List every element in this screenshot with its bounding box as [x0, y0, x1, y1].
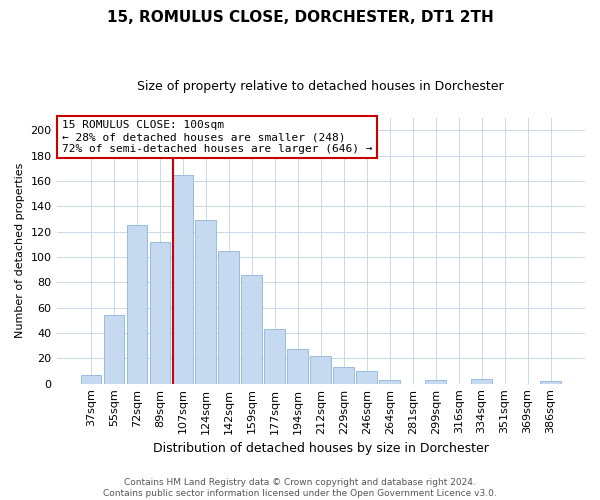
Bar: [80, 375, 101, 384]
Text: 15 ROMULUS CLOSE: 100sqm
← 28% of detached houses are smaller (248)
72% of semi-: 15 ROMULUS CLOSE: 100sqm ← 28% of detach…: [62, 120, 373, 154]
Bar: [241, 275, 262, 384]
Bar: [425, 380, 446, 384]
Text: 15, ROMULUS CLOSE, DORCHESTER, DT1 2TH: 15, ROMULUS CLOSE, DORCHESTER, DT1 2TH: [107, 10, 493, 25]
Text: Contains HM Land Registry data © Crown copyright and database right 2024.
Contai: Contains HM Land Registry data © Crown c…: [103, 478, 497, 498]
Y-axis label: Number of detached properties: Number of detached properties: [15, 163, 25, 338]
Bar: [196, 220, 216, 384]
Bar: [287, 350, 308, 384]
Bar: [173, 175, 193, 384]
Bar: [218, 250, 239, 384]
Bar: [149, 242, 170, 384]
Bar: [334, 367, 354, 384]
Bar: [472, 378, 492, 384]
Bar: [379, 380, 400, 384]
Bar: [540, 381, 561, 384]
Title: Size of property relative to detached houses in Dorchester: Size of property relative to detached ho…: [137, 80, 504, 93]
Bar: [127, 226, 147, 384]
Bar: [310, 356, 331, 384]
Bar: [356, 371, 377, 384]
X-axis label: Distribution of detached houses by size in Dorchester: Distribution of detached houses by size …: [153, 442, 489, 455]
Bar: [265, 329, 285, 384]
Bar: [104, 316, 124, 384]
